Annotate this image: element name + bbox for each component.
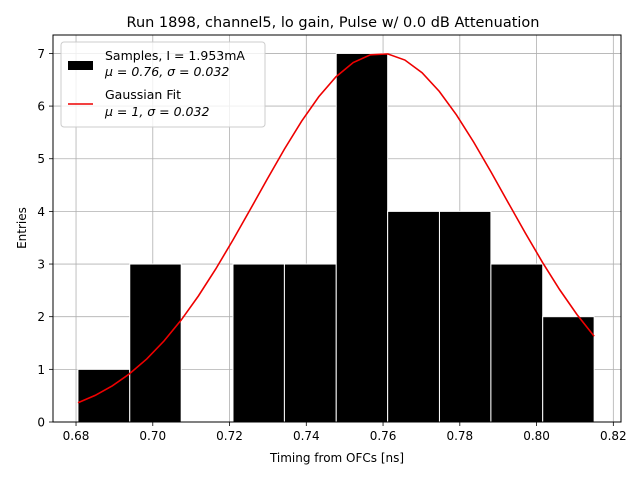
x-tick-label-0.68: 0.68 xyxy=(63,429,90,443)
axis-ticks: 0.68 0.70 0.72 0.74 0.76 0.78 0.80 0.82 0 1 2 3 4 5 6 7 xyxy=(37,47,626,443)
y-tick-label-7: 7 xyxy=(37,47,45,61)
x-tick-label-0.72: 0.72 xyxy=(216,429,243,443)
legend-histogram-label: Samples, I = 1.953mA xyxy=(105,48,245,63)
histogram-bar-1 xyxy=(129,263,182,423)
legend-fit-label: Gaussian Fit xyxy=(105,87,181,102)
histogram-bars xyxy=(77,52,595,423)
histogram-bar-4 xyxy=(283,263,337,423)
x-tick-label-0.78: 0.78 xyxy=(446,429,473,443)
y-tick-label-2: 2 xyxy=(37,310,45,324)
legend: Samples, I = 1.953mA μ = 0.76, σ = 0.032… xyxy=(60,41,266,128)
legend-histogram-swatch xyxy=(68,61,93,70)
y-tick-label-6: 6 xyxy=(37,100,45,114)
chart-title: Run 1898, channel5, lo gain, Pulse w/ 0.… xyxy=(127,15,540,31)
legend-box xyxy=(60,41,266,128)
fit-curve-line xyxy=(77,53,595,404)
legend-fit-stats: μ = 1, σ = 0.032 xyxy=(104,104,209,119)
y-tick-label-3: 3 xyxy=(37,258,45,272)
gaussian-fit xyxy=(77,53,595,404)
histogram-bar-6 xyxy=(387,210,440,423)
histogram-bar-0 xyxy=(77,368,131,423)
y-tick-label-5: 5 xyxy=(37,152,45,166)
x-tick-label-0.74: 0.74 xyxy=(293,429,320,443)
y-tick-label-0: 0 xyxy=(37,416,45,430)
histogram-bar-8 xyxy=(490,263,544,423)
histogram-bar-5 xyxy=(335,52,389,423)
axes-frame xyxy=(52,34,622,423)
histogram-bar-7 xyxy=(438,210,492,423)
x-tick-label-0.82: 0.82 xyxy=(600,429,627,443)
x-axis-label: Timing from OFCs [ns] xyxy=(269,451,404,465)
histogram-bar-3 xyxy=(232,263,285,423)
y-axis-label: Entries xyxy=(15,207,29,249)
x-tick-label-0.70: 0.70 xyxy=(139,429,166,443)
legend-histogram-stats: μ = 0.76, σ = 0.032 xyxy=(104,64,229,79)
x-tick-label-0.76: 0.76 xyxy=(370,429,397,443)
x-tick-label-0.80: 0.80 xyxy=(523,429,550,443)
y-tick-label-1: 1 xyxy=(37,363,45,377)
histogram-bar-9 xyxy=(542,316,595,423)
y-tick-label-4: 4 xyxy=(37,205,45,219)
